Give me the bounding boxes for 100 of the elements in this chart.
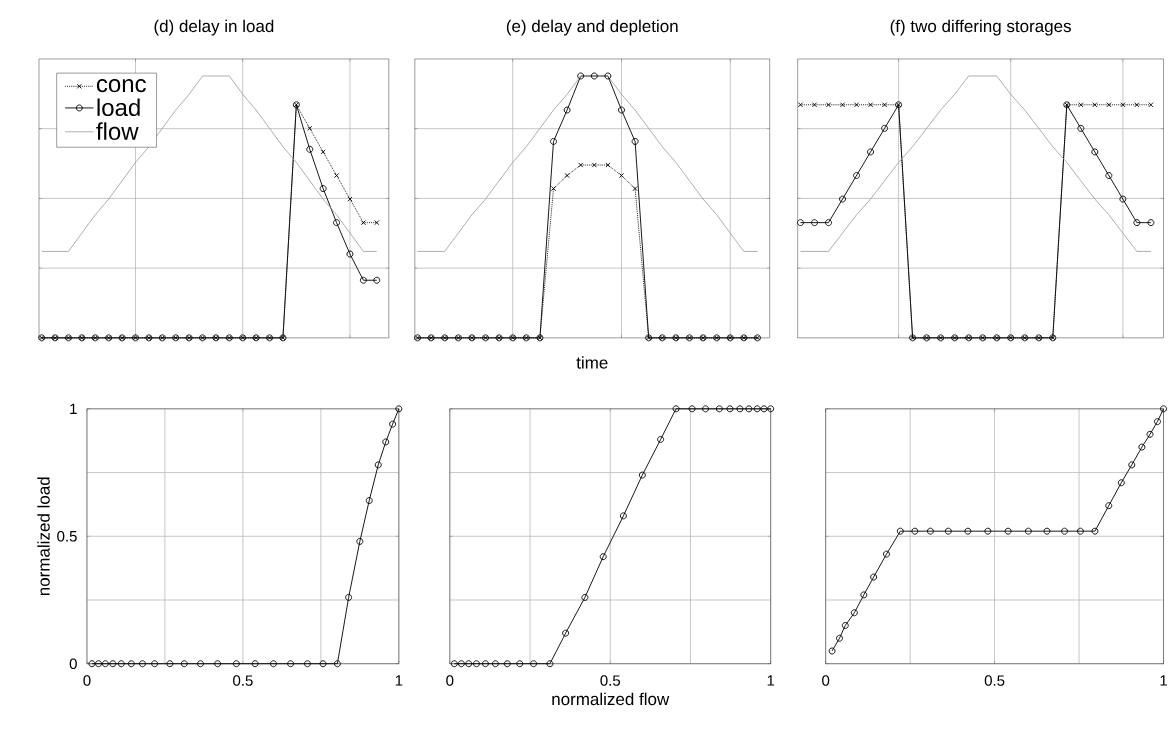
point (333, 660, 341, 668)
point (672, 405, 680, 413)
point (638, 471, 646, 479)
point (139, 660, 146, 668)
point (577, 72, 585, 80)
point (95, 660, 102, 668)
x-tick-label: 0 (83, 675, 91, 686)
point (270, 660, 277, 668)
point (197, 660, 204, 668)
point (374, 461, 382, 469)
point (797, 102, 804, 108)
point (825, 102, 832, 108)
point (590, 72, 598, 80)
y-tick-label: 1 (70, 403, 77, 415)
point (319, 185, 327, 193)
point (359, 276, 367, 284)
point (581, 594, 589, 602)
point (1128, 461, 1136, 469)
point (853, 172, 860, 180)
x-tick-label: 1 (395, 675, 403, 686)
point (232, 660, 240, 668)
point (1160, 405, 1167, 413)
point (450, 660, 458, 668)
point (306, 146, 314, 153)
point (883, 550, 890, 558)
point (841, 622, 849, 630)
point (180, 660, 188, 668)
point (619, 512, 627, 520)
point (1043, 527, 1051, 535)
point (251, 660, 259, 668)
x-axis-title: normalized flow (552, 692, 670, 706)
y-tick-label: 0 (69, 658, 77, 670)
point (1091, 527, 1099, 535)
legend-label: load (97, 98, 140, 117)
point (1106, 102, 1112, 108)
point (491, 660, 499, 668)
x-tick-label: 0.5 (600, 675, 621, 686)
point (333, 219, 341, 227)
point (1076, 527, 1084, 535)
point (319, 660, 327, 668)
point (320, 149, 326, 155)
point (964, 527, 972, 535)
point (702, 405, 709, 413)
y-tick-label: 0.5 (57, 531, 77, 542)
point (1078, 102, 1084, 108)
point (1120, 102, 1126, 108)
point (88, 660, 96, 668)
y-axis-title: normalized load (37, 477, 50, 596)
point (101, 660, 109, 668)
point (860, 591, 868, 599)
point (984, 527, 992, 535)
point (1091, 148, 1099, 156)
point (825, 219, 832, 227)
point (360, 220, 366, 226)
point (503, 660, 511, 668)
point (811, 219, 818, 227)
point (836, 634, 843, 642)
point (395, 405, 403, 413)
point (1147, 219, 1155, 227)
point (850, 609, 858, 617)
point (944, 527, 952, 535)
point (736, 405, 744, 413)
point (1119, 195, 1127, 203)
point (881, 125, 889, 132)
chart-title: (d) delay in load (154, 19, 274, 36)
legend-label: conc (96, 79, 146, 93)
point (356, 538, 364, 545)
point (563, 106, 571, 114)
x-axis-title: time (576, 356, 608, 369)
point (828, 647, 836, 655)
point (166, 660, 174, 668)
point (374, 220, 380, 226)
x-tick-label: 0 (822, 675, 830, 686)
point (1024, 527, 1032, 535)
point (465, 660, 473, 668)
point (457, 660, 465, 668)
point (811, 102, 818, 108)
chart-title: (f) two differing storages (890, 19, 1071, 36)
point (564, 173, 570, 179)
point (214, 660, 222, 668)
point (767, 405, 775, 413)
point (853, 102, 860, 108)
point (911, 527, 919, 535)
point (550, 186, 557, 192)
point (657, 436, 665, 444)
point (127, 660, 135, 668)
point (473, 660, 480, 668)
point (591, 162, 597, 168)
point (896, 527, 904, 535)
point (117, 660, 125, 668)
point (753, 405, 761, 413)
point (365, 497, 373, 505)
point (347, 196, 353, 202)
point (1117, 479, 1125, 487)
point (1146, 431, 1154, 438)
point (1133, 219, 1141, 227)
x-tick-label: 0 (446, 675, 454, 686)
point (382, 438, 390, 446)
x-tick-label: 1 (767, 675, 775, 686)
point (605, 162, 611, 168)
